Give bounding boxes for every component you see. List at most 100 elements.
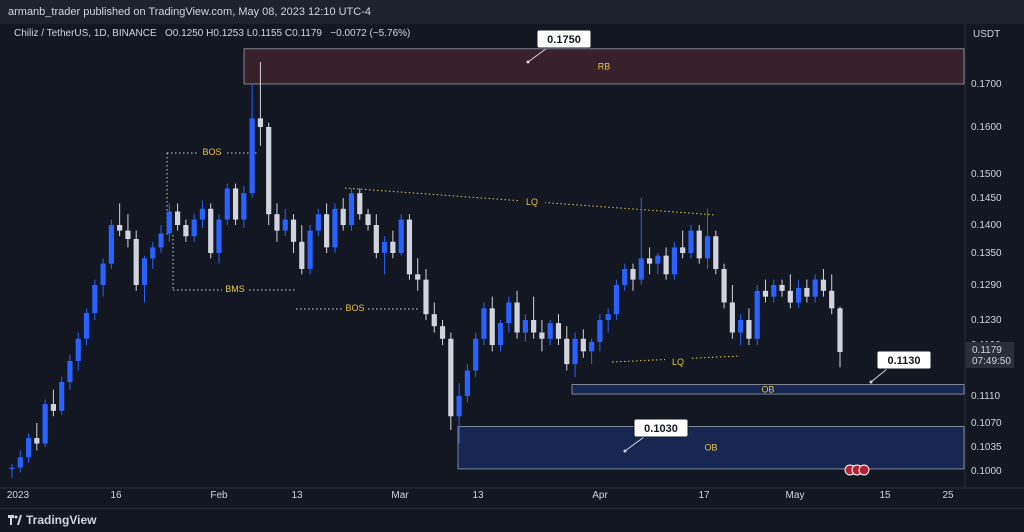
annotation-labels: BOS BMS BOS LQ LQ	[199, 146, 691, 368]
annotation-label-0: BOS	[202, 147, 221, 157]
y-tick-3: 0.1450	[971, 193, 1002, 204]
candle-body-67	[564, 338, 570, 365]
x-tick-5: 13	[472, 490, 484, 501]
callout-dot-1	[869, 380, 873, 384]
candle-body-27	[232, 188, 239, 220]
last-price-badge	[966, 342, 1014, 369]
candle-body-76	[638, 258, 644, 280]
candle-body-23	[199, 208, 206, 220]
x-tick-8: May	[786, 490, 805, 501]
y-tick-2: 0.1500	[971, 169, 1002, 180]
candle-body-29	[249, 118, 255, 194]
candle-body-13	[117, 225, 123, 231]
footer: TradingView	[0, 508, 1024, 532]
candle-body-69	[580, 338, 586, 352]
candle-body-94	[787, 290, 793, 303]
callout-pointer-2	[624, 436, 645, 452]
annotation-label-4: LQ	[672, 357, 684, 367]
callout-box-0	[536, 29, 592, 49]
candle-body-40	[340, 208, 346, 225]
candle-body-98	[820, 279, 827, 291]
candle-body-64	[539, 332, 545, 339]
candle-body-19	[166, 211, 172, 234]
candle-body-84	[704, 236, 711, 259]
candle-body-45	[382, 241, 388, 253]
zone-label-1: OB	[761, 384, 774, 394]
candle-body-82	[688, 230, 694, 253]
candle-body-43	[365, 214, 371, 225]
candle-body-31	[266, 127, 272, 215]
callout-dot-0	[526, 60, 530, 64]
y-tick-10: 0.1070	[971, 418, 1002, 429]
time-axis[interactable]: 2023 16 Feb 13 Mar 13 Apr 17 May 15 25	[7, 464, 954, 501]
annotation-label-bg-3	[519, 196, 545, 208]
zone-ob-2	[457, 426, 965, 470]
y-tick-0: 0.1700	[971, 79, 1002, 90]
y-tick-4: 0.1400	[971, 220, 1002, 231]
price-callouts: 0.1750 0.1130 0.1030	[526, 29, 932, 453]
candle-body-58	[489, 308, 495, 345]
candle-body-48	[406, 219, 413, 275]
callout-box-2	[633, 418, 689, 438]
annotation-label-bg-1	[222, 283, 248, 295]
last-price: 0.1179	[972, 345, 1002, 356]
candle-body-87	[729, 302, 735, 333]
price-change: −0.0072 (−5.76%)	[330, 28, 411, 39]
tradingview-logo[interactable]: TradingView	[8, 513, 96, 527]
candle-body-20	[175, 211, 181, 225]
candle-body-37	[315, 214, 321, 231]
economic-event-icon-2	[858, 464, 870, 476]
candle-body-38	[324, 214, 330, 248]
candle-body-93	[779, 285, 785, 291]
candle-body-6	[59, 381, 65, 411]
candle-body-25	[216, 219, 222, 253]
candle-body-71	[597, 320, 603, 342]
publish-info: armanb_trader published on TradingView.c…	[8, 6, 372, 18]
candle-body-100	[837, 308, 843, 353]
annotation-label-3: LQ	[526, 197, 538, 207]
candle-body-51	[431, 314, 437, 327]
candle-body-80	[671, 247, 677, 275]
candle-body-26	[224, 188, 230, 220]
x-tick-9: 15	[879, 490, 891, 501]
candle-body-16	[141, 258, 148, 285]
candle-body-30	[257, 118, 263, 127]
candle-body-59	[497, 323, 504, 345]
annotation-label-bg-0	[199, 146, 225, 158]
candle-body-44	[373, 225, 379, 253]
candle-body-83	[696, 230, 702, 259]
brand-name: TradingView	[26, 513, 97, 527]
callout-pointer-1	[870, 368, 888, 383]
candle-body-3	[34, 438, 40, 444]
candle-body-8	[75, 338, 81, 361]
candle-body-90	[754, 290, 760, 339]
candle-body-11	[100, 263, 106, 285]
zone-ob-1	[571, 384, 965, 395]
candle-body-2	[25, 438, 32, 458]
candle-body-7	[67, 360, 73, 382]
callout-dot-2	[623, 449, 627, 453]
candle-body-63	[531, 320, 537, 333]
candle-body-55	[464, 370, 470, 396]
candle-body-95	[796, 287, 802, 303]
candle-body-81	[680, 247, 686, 253]
candle-body-50	[423, 279, 429, 315]
candle-body-88	[738, 320, 744, 333]
ohlc-values: O0.1250 H0.1253 L0.1155 C0.1179	[164, 28, 322, 39]
candle-body-28	[241, 193, 247, 220]
candle-body-99	[829, 290, 835, 309]
price-axis[interactable]: USDT 0.1700 0.1600 0.1500 0.1450 0.1400 0.1350…	[966, 29, 1014, 477]
candle-body-41	[348, 193, 355, 225]
candle-body-68	[572, 338, 578, 365]
x-tick-10: 25	[942, 490, 954, 501]
x-tick-6: Apr	[592, 490, 608, 501]
x-tick-1: 16	[110, 490, 122, 501]
annotation-label-2: BOS	[345, 303, 364, 313]
candle-body-85	[713, 236, 719, 269]
candle-body-21	[183, 225, 189, 237]
candle-body-17	[150, 247, 156, 259]
symbol-name[interactable]: Chiliz / TetherUS, 1D, BINANCE	[14, 28, 157, 39]
candle-body-5	[50, 404, 56, 411]
candle-body-14	[125, 230, 131, 239]
